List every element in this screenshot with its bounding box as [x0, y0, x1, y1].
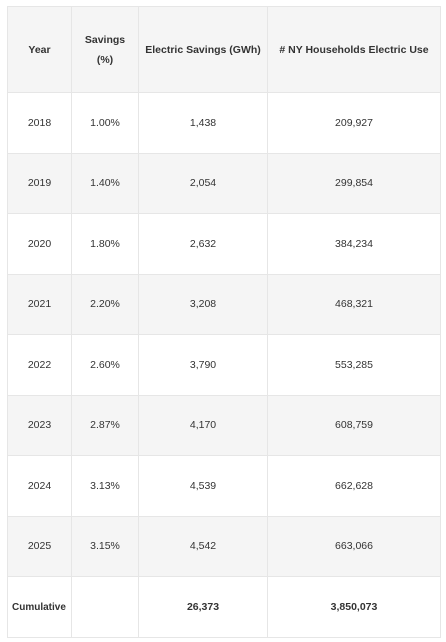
cell-savings: 2.87%	[71, 394, 139, 456]
table-row: 2021 2.20% 3,208 468,321	[7, 273, 441, 335]
cell-year: 2024	[7, 455, 72, 517]
table-row: 2019 1.40% 2,054 299,854	[7, 152, 441, 214]
cumulative-savings	[71, 576, 139, 638]
table-row: 2024 3.13% 4,539 662,628	[7, 455, 441, 517]
cell-year: 2025	[7, 515, 72, 577]
cell-households: 209,927	[267, 92, 441, 154]
cell-electric-savings: 3,208	[138, 273, 268, 335]
table-row: 2018 1.00% 1,438 209,927	[7, 92, 441, 154]
cell-households: 663,066	[267, 515, 441, 577]
cell-year: 2019	[7, 152, 72, 214]
cell-year: 2018	[7, 92, 72, 154]
cell-savings: 3.13%	[71, 455, 139, 517]
cell-year: 2023	[7, 394, 72, 456]
cell-savings: 1.80%	[71, 213, 139, 275]
header-row: Year Savings (%) Electric Savings (GWh) …	[7, 6, 441, 93]
cell-savings: 2.20%	[71, 273, 139, 335]
header-savings: Savings (%)	[71, 6, 139, 93]
cell-households: 553,285	[267, 334, 441, 396]
cell-electric-savings: 1,438	[138, 92, 268, 154]
cell-households: 299,854	[267, 152, 441, 214]
cumulative-electric-savings: 26,373	[138, 576, 268, 638]
cell-savings: 1.00%	[71, 92, 139, 154]
cell-households: 468,321	[267, 273, 441, 335]
cumulative-row: Cumulative 26,373 3,850,073	[7, 576, 441, 638]
cell-savings: 1.40%	[71, 152, 139, 214]
cell-year: 2020	[7, 213, 72, 275]
cumulative-label: Cumulative	[7, 576, 72, 638]
header-savings-line2: (%)	[96, 53, 114, 66]
cell-electric-savings: 4,539	[138, 455, 268, 517]
cell-households: 384,234	[267, 213, 441, 275]
cell-electric-savings: 4,542	[138, 515, 268, 577]
cell-year: 2022	[7, 334, 72, 396]
table-row: 2025 3.15% 4,542 663,066	[7, 515, 441, 577]
header-savings-line1: Savings	[84, 33, 126, 46]
header-year: Year	[7, 6, 72, 93]
cell-electric-savings: 2,632	[138, 213, 268, 275]
cell-electric-savings: 3,790	[138, 334, 268, 396]
cell-savings: 2.60%	[71, 334, 139, 396]
table-row: 2023 2.87% 4,170 608,759	[7, 394, 441, 456]
cell-households: 662,628	[267, 455, 441, 517]
header-electric-savings: Electric Savings (GWh)	[138, 6, 268, 93]
table-row: 2020 1.80% 2,632 384,234	[7, 213, 441, 275]
cell-households: 608,759	[267, 394, 441, 456]
cell-savings: 3.15%	[71, 515, 139, 577]
cell-electric-savings: 4,170	[138, 394, 268, 456]
cell-electric-savings: 2,054	[138, 152, 268, 214]
table-row: 2022 2.60% 3,790 553,285	[7, 334, 441, 396]
cell-year: 2021	[7, 273, 72, 335]
header-households: # NY Households Electric Use	[267, 6, 441, 93]
cumulative-households: 3,850,073	[267, 576, 441, 638]
savings-table: Year Savings (%) Electric Savings (GWh) …	[7, 6, 441, 638]
